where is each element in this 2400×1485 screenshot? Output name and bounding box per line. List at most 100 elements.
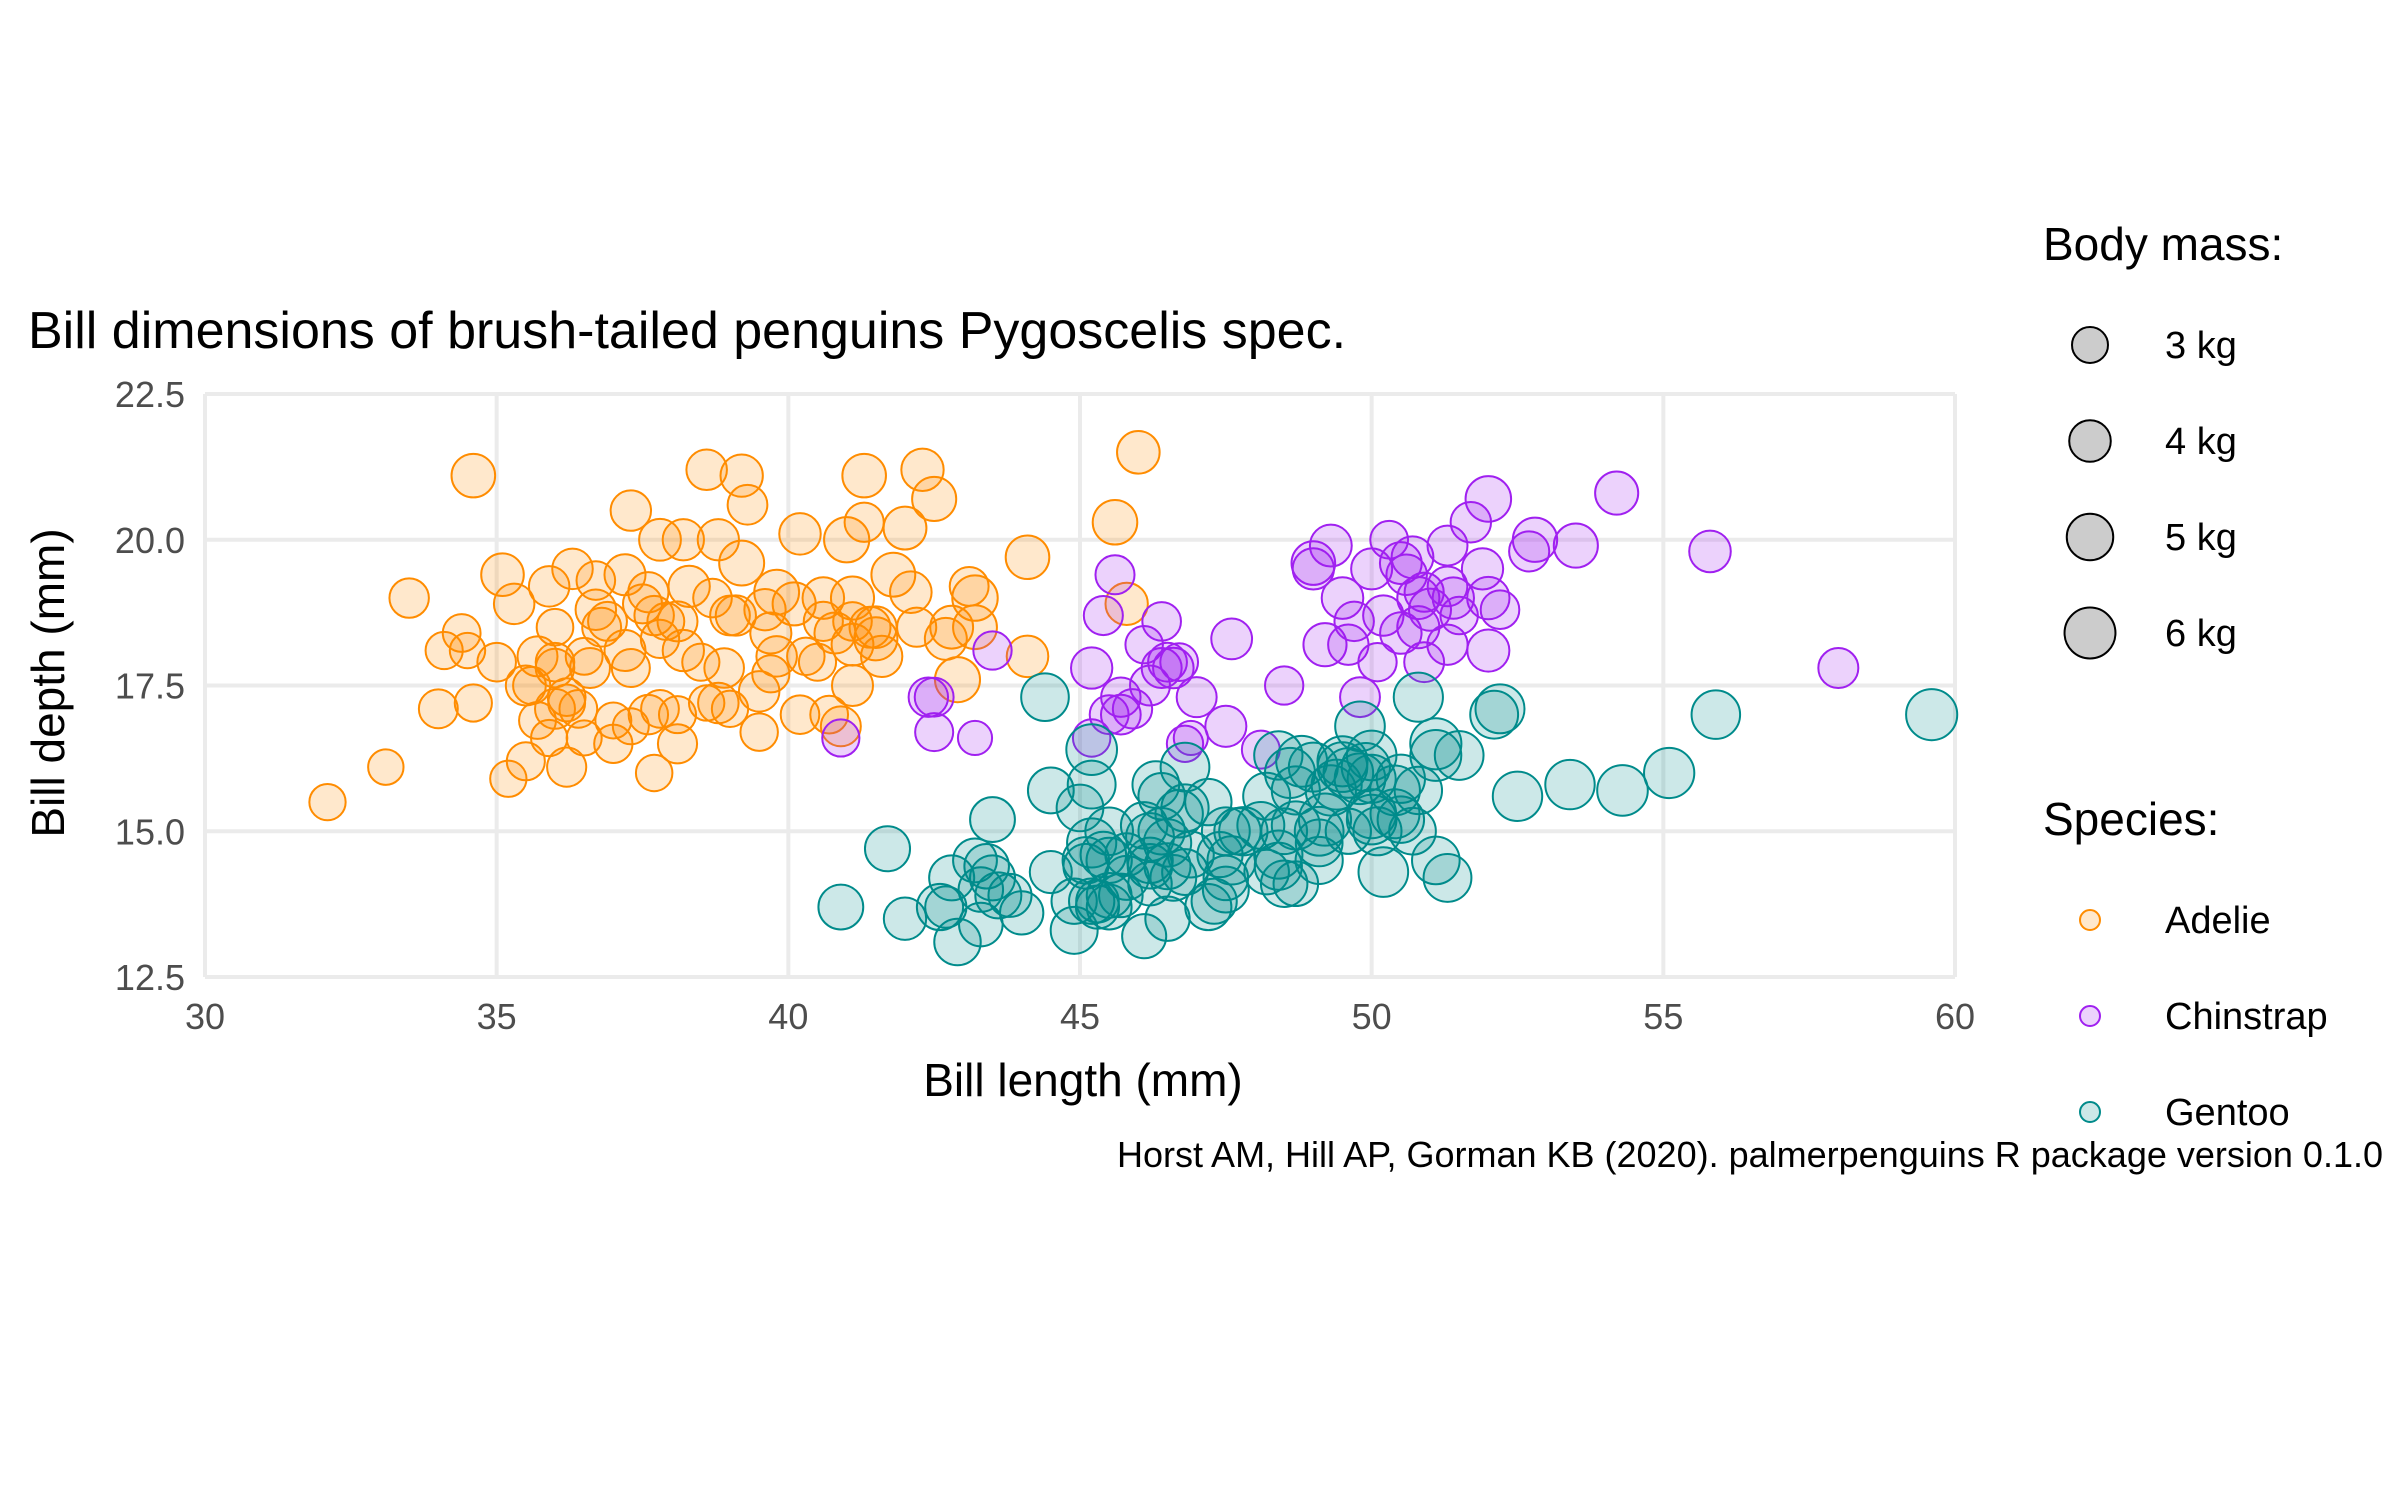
data-point (1474, 683, 1526, 735)
x-tick-label: 55 (1643, 996, 1683, 1037)
data-point (933, 917, 982, 967)
data-point (564, 636, 604, 676)
data-point (657, 695, 698, 735)
data-point (1085, 883, 1133, 931)
data-point (661, 628, 705, 673)
data-point (565, 719, 603, 757)
data-point (1210, 617, 1254, 661)
data-point (1082, 595, 1124, 637)
data-point (1466, 575, 1511, 621)
data-point (1346, 753, 1397, 804)
data-point (1124, 624, 1164, 665)
data-point (1464, 475, 1513, 523)
data-point (882, 505, 928, 551)
data-point (913, 676, 955, 718)
data-point (819, 705, 862, 748)
x-tick-label: 45 (1060, 996, 1100, 1037)
data-point (889, 570, 933, 615)
data-point (388, 577, 430, 619)
data-point (969, 796, 1016, 843)
data-point (1218, 806, 1269, 857)
data-point (1385, 553, 1428, 596)
data-point (928, 854, 976, 902)
data-point (1357, 642, 1398, 683)
data-point (1552, 522, 1599, 569)
data-point (1362, 594, 1405, 637)
data-point (417, 688, 459, 730)
data-point (609, 489, 653, 532)
data-point (968, 854, 1017, 902)
data-point (1004, 534, 1051, 581)
x-tick-label: 35 (477, 996, 517, 1037)
data-point (1302, 622, 1348, 668)
data-point (634, 753, 674, 793)
data-point (1393, 765, 1444, 816)
data-point (843, 501, 885, 543)
x-tick-label: 60 (1935, 996, 1975, 1037)
data-point (661, 518, 705, 562)
data-point (823, 516, 871, 564)
data-point (1141, 601, 1182, 642)
data-point (817, 883, 865, 931)
data-point (911, 475, 958, 522)
data-point (1204, 704, 1248, 748)
data-point (1236, 800, 1286, 850)
x-tick-label: 30 (185, 996, 225, 1037)
data-point (1690, 689, 1742, 740)
data-point (1350, 547, 1394, 591)
y-tick-label: 20.0 (115, 520, 185, 561)
data-point (802, 600, 844, 642)
data-point (476, 641, 517, 683)
data-point (1264, 665, 1305, 706)
data-point (1409, 717, 1463, 771)
species-legend-label: Chinstrap (2165, 996, 2328, 1038)
data-point (1426, 524, 1469, 567)
data-point (972, 630, 1013, 671)
data-point (1433, 730, 1485, 781)
size-legend-label: 3 kg (2165, 325, 2237, 367)
data-point (998, 890, 1045, 936)
data-point (1094, 554, 1136, 596)
size-legend-key (2071, 326, 2109, 364)
y-tick-label: 17.5 (115, 666, 185, 707)
data-point (569, 647, 611, 690)
data-point (308, 782, 347, 822)
species-legend-key (2079, 1101, 2101, 1123)
data-point (860, 634, 904, 679)
data-point (726, 483, 769, 526)
size-legend-label: 6 kg (2165, 613, 2237, 655)
data-point (1392, 671, 1444, 723)
species-legend-label: Gentoo (2165, 1092, 2290, 1134)
data-point (367, 748, 405, 786)
data-point (882, 896, 928, 941)
data-point (1594, 470, 1640, 516)
data-point (638, 517, 682, 562)
data-point (1005, 634, 1050, 679)
size-legend-key (2068, 419, 2112, 463)
species-legend: Species: Adelie Chinstrap Gentoo (2043, 793, 2328, 1134)
data-point (551, 547, 594, 591)
data-point (692, 577, 733, 619)
data-point (1308, 523, 1353, 568)
data-point (1116, 430, 1161, 475)
data-point (1379, 611, 1423, 655)
data-point (809, 694, 850, 735)
data-point (1020, 672, 1070, 722)
species-legend-key (2079, 1005, 2101, 1027)
x-tick-label: 40 (768, 996, 808, 1037)
data-point (489, 759, 528, 798)
data-point (535, 607, 575, 647)
size-legend-key (2065, 512, 2115, 562)
data-point (558, 688, 599, 729)
data-point (656, 723, 699, 765)
data-point (1422, 852, 1473, 903)
data-point (821, 718, 861, 758)
size-legend-key (2063, 606, 2117, 660)
data-point (714, 594, 757, 637)
y-axis-label: Bill depth (mm) (22, 528, 74, 837)
series-chinstrap (821, 470, 1860, 770)
data-point (1121, 913, 1168, 960)
data-point (1026, 766, 1075, 815)
